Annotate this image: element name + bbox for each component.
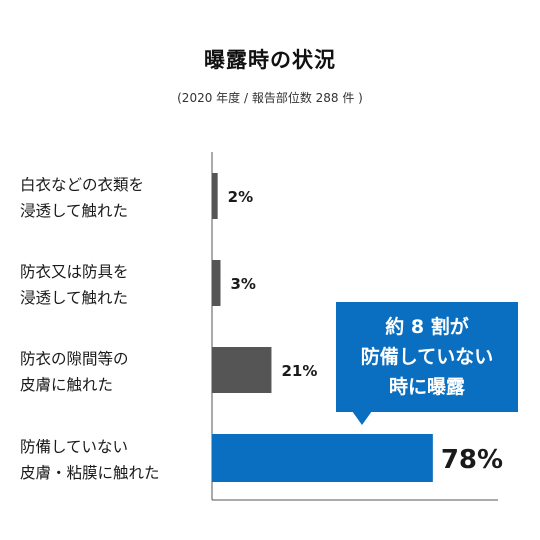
category-label: 皮膚に触れた — [20, 376, 113, 394]
bar — [212, 347, 272, 393]
callout-line: 約 8 割が — [385, 316, 469, 338]
bar-value-label: 2% — [228, 188, 253, 206]
bar-value-label: 78% — [441, 445, 503, 475]
category-label: 浸透して触れた — [20, 289, 128, 307]
bar — [212, 173, 218, 219]
callout-box: 約 8 割が 防備していない 時に曝露 — [336, 302, 518, 412]
chart-title: 曝露時の状況 — [204, 48, 336, 72]
bar-value-label: 3% — [230, 275, 255, 293]
bar — [212, 260, 221, 306]
category-label: 防衣又は防具を — [20, 263, 129, 281]
chart-subtitle: (2020 年度 / 報告部位数 288 件 ) — [177, 91, 363, 105]
bar-value-label: 21% — [281, 362, 317, 380]
category-label: 防備していない — [20, 438, 128, 456]
callout-line: 時に曝露 — [388, 376, 465, 398]
category-label: 皮膚・粘膜に触れた — [20, 464, 160, 482]
category-label: 浸透して触れた — [20, 202, 128, 220]
category-label: 白衣などの衣類を — [20, 176, 144, 194]
callout-line: 防備していない — [360, 346, 494, 368]
category-label: 防衣の隙間等の — [20, 350, 129, 368]
bar — [212, 434, 433, 482]
callout-pointer — [352, 411, 372, 425]
